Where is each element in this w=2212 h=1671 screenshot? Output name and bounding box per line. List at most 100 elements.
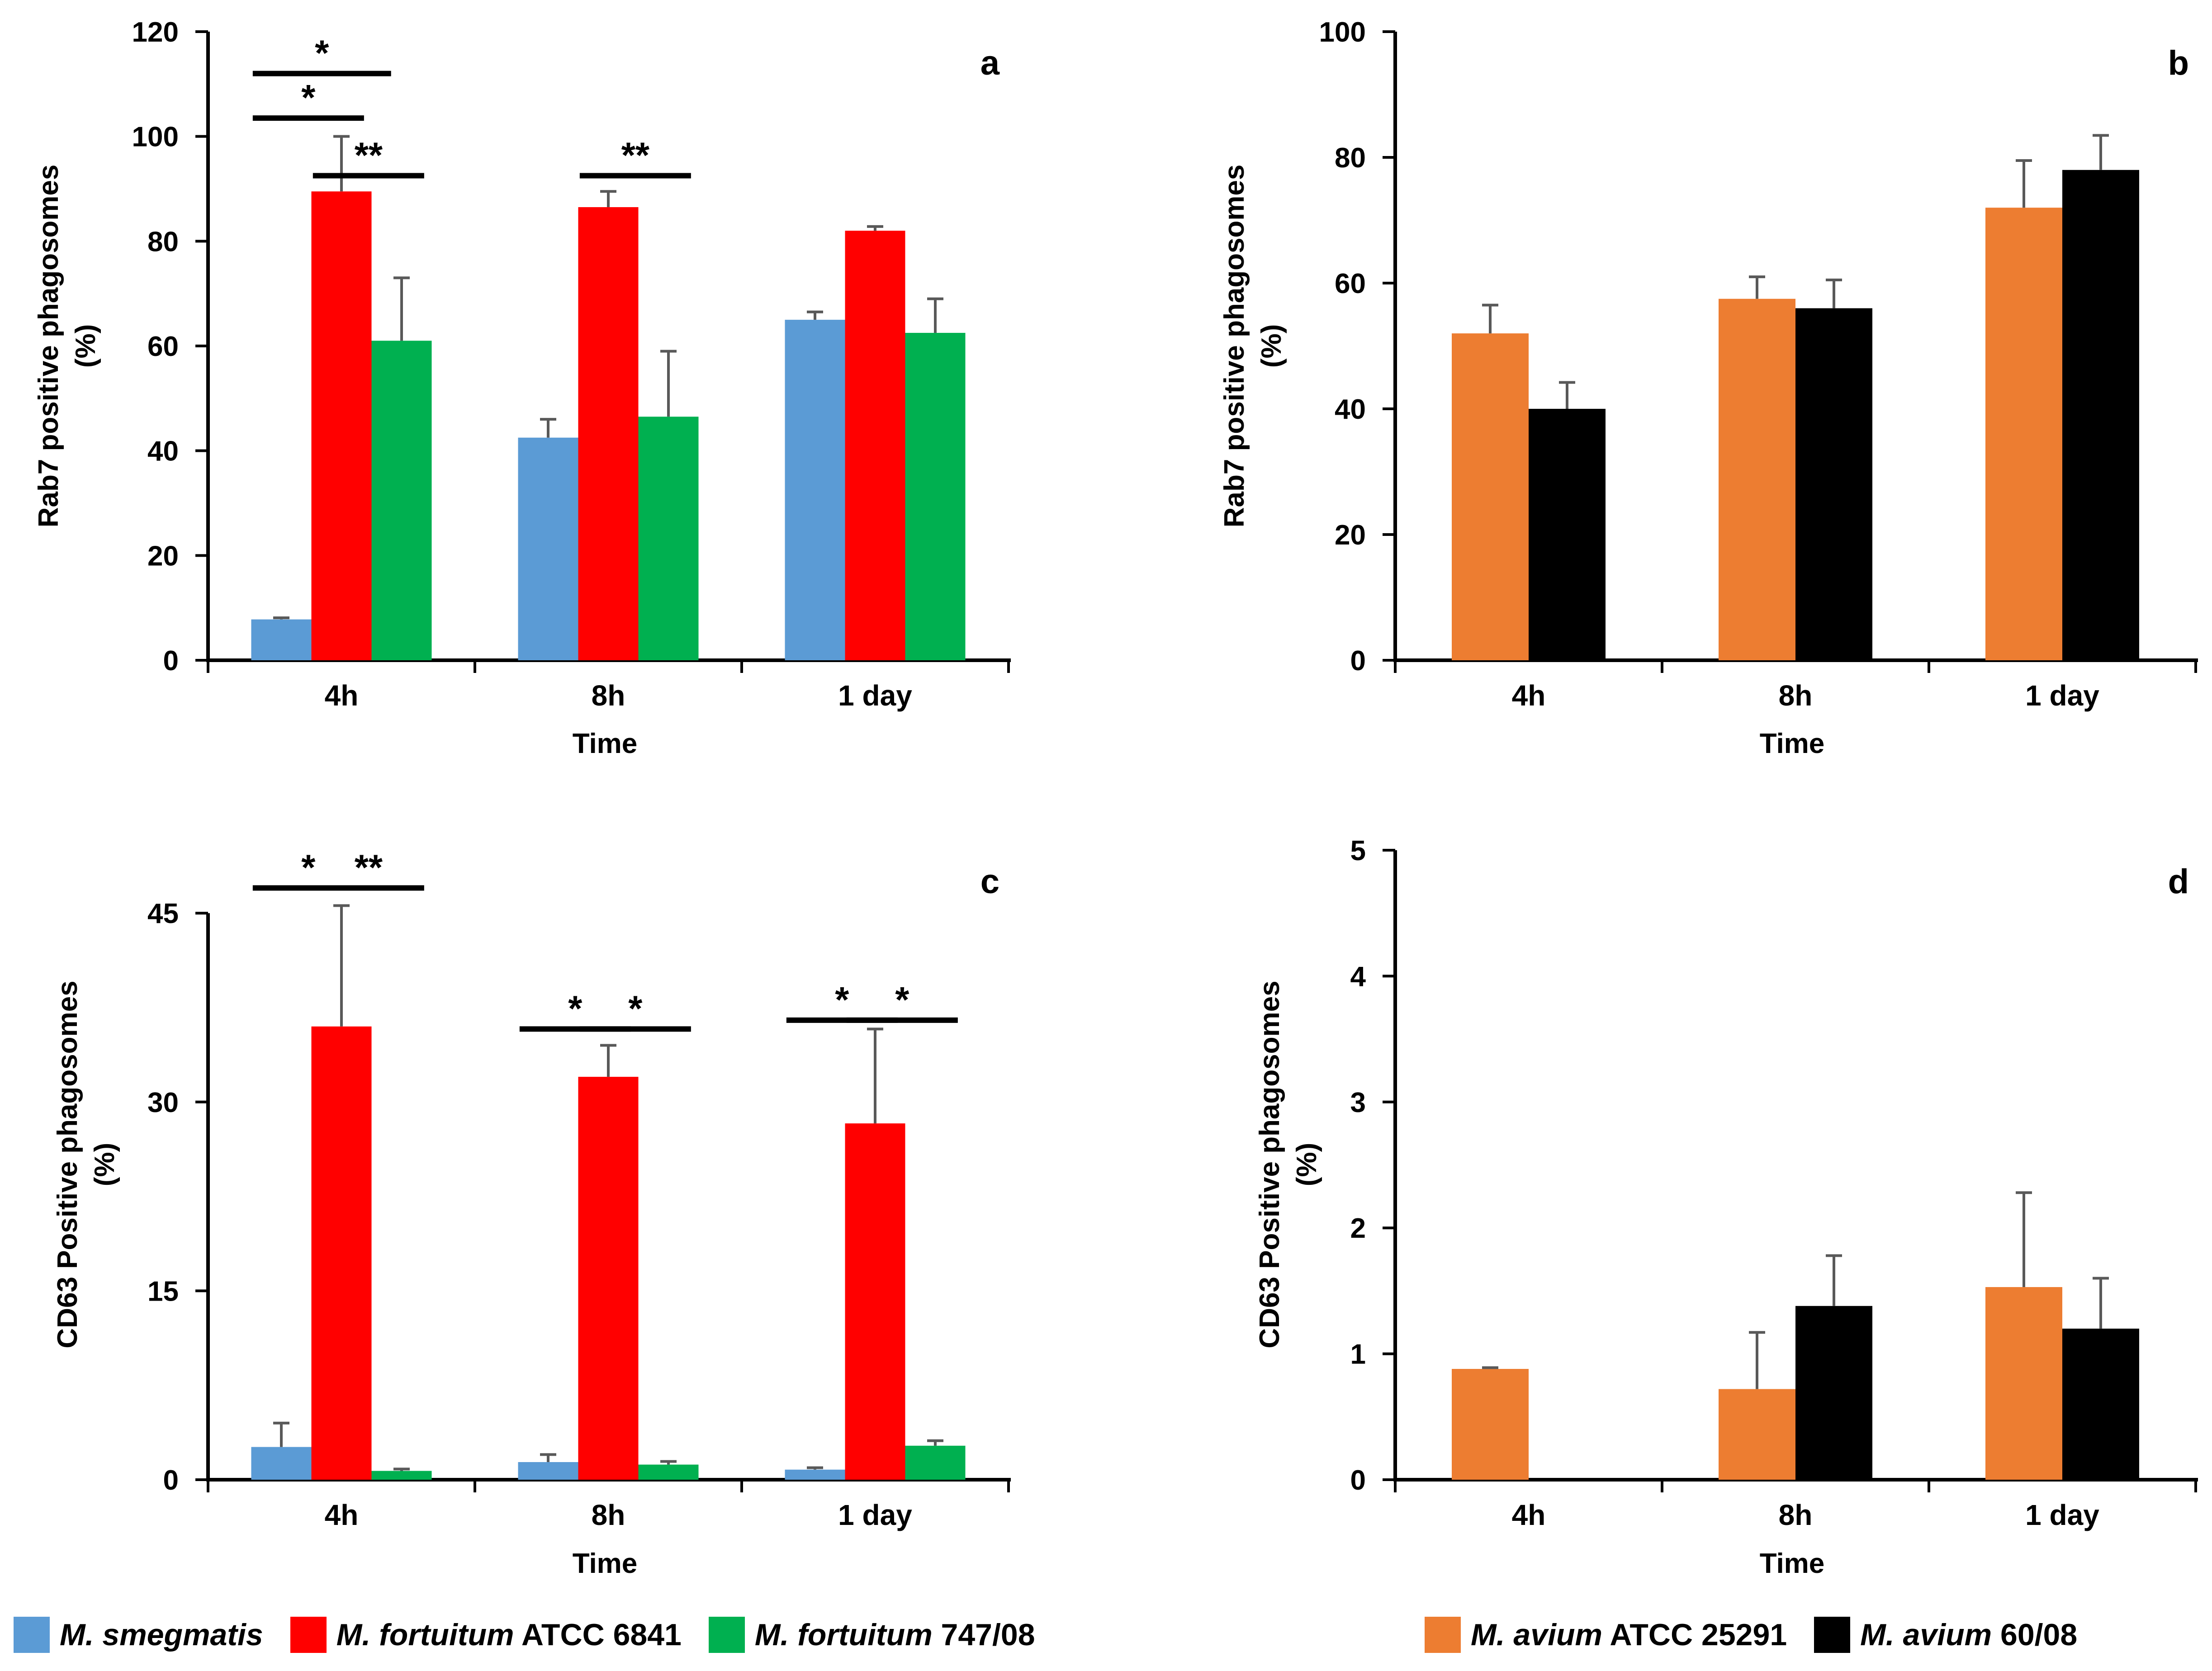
bar-m-fortuitum-atcc-6841-1-day bbox=[845, 1123, 905, 1480]
x-tick-label-1-day: 1 day bbox=[838, 1499, 912, 1531]
y-tick-label: 120 bbox=[132, 17, 179, 48]
bar-m-fortuitum-atcc-6841-4h bbox=[311, 191, 372, 661]
bar-m-smegmatis-8h bbox=[518, 1462, 578, 1480]
panel-label-c: c bbox=[980, 862, 999, 901]
y-tick-label: 20 bbox=[1335, 520, 1366, 551]
legend-swatch-m-smegmatis bbox=[14, 1617, 50, 1653]
bar-m-smegmatis-4h bbox=[251, 1447, 312, 1480]
significance-label: * bbox=[568, 988, 583, 1028]
x-tick-label-1-day: 1 day bbox=[838, 679, 912, 712]
y-axis-title-line2: (%) bbox=[89, 1143, 120, 1186]
y-axis-title-line1: Rab7 positive phagosomes bbox=[33, 165, 64, 528]
x-tick-label-4h: 4h bbox=[325, 679, 359, 712]
panel-d: 0 1 2 3 4 5 4h 8h 1 day d Time CD63 Positive phagos… bbox=[1254, 835, 2198, 1579]
legend-swatch-m-avium-atcc-25291 bbox=[1425, 1617, 1461, 1653]
x-tick-label-4h: 4h bbox=[1512, 1499, 1546, 1531]
bar-m-avium-60-08-8h bbox=[1795, 1306, 1872, 1480]
bar-m-fortuitum-747-08-8h bbox=[638, 417, 699, 660]
x-tick-label-8h: 8h bbox=[1779, 1499, 1813, 1531]
y-axis-title-line2: (%) bbox=[1291, 1143, 1322, 1186]
legend-right: M. avium ATCC 25291 M. avium 60/08 bbox=[1425, 1610, 2077, 1660]
y-tick-label: 60 bbox=[1335, 268, 1366, 299]
panel-label-b: b bbox=[2168, 44, 2189, 82]
y-tick-label: 0 bbox=[1350, 1465, 1366, 1496]
legend-label-rest: 60/08 bbox=[1992, 1618, 2078, 1652]
panel-b: 0 20 40 60 80 100 4h 8h 1 day b Time Rab7 positive … bbox=[1219, 17, 2198, 759]
y-tick-label: 60 bbox=[147, 331, 179, 362]
y-tick-label: 0 bbox=[163, 1465, 179, 1496]
x-tick-label-1-day: 1 day bbox=[2025, 679, 2099, 712]
bar-m-fortuitum-747-08-1-day bbox=[905, 1445, 966, 1480]
significance-label: * bbox=[628, 988, 643, 1028]
y-axis-title: Rab7 positive phagosomes (%) bbox=[1219, 165, 1287, 528]
legend-item-m-fortuitum-atcc-6841: M. fortuitum ATCC 6841 bbox=[290, 1617, 682, 1653]
y-axis-title-line1: Rab7 positive phagosomes bbox=[1219, 165, 1250, 528]
bar-m-smegmatis-8h bbox=[518, 437, 578, 660]
bar-m-avium-atcc-25291-4h bbox=[1452, 333, 1529, 660]
legend-label-italic: M. fortuitum bbox=[754, 1618, 933, 1652]
significance-label: * bbox=[301, 77, 316, 118]
x-axis-title: Time bbox=[1760, 728, 1825, 759]
bar-m-smegmatis-1-day bbox=[785, 1469, 845, 1480]
y-axis-title-line2: (%) bbox=[70, 324, 101, 368]
y-axis-title: CD63 Positive phagosomes (%) bbox=[52, 980, 120, 1348]
y-tick-label: 100 bbox=[132, 122, 179, 153]
x-axis-title: Time bbox=[1760, 1548, 1825, 1579]
significance-label: ** bbox=[355, 847, 383, 888]
bar-m-fortuitum-747-08-4h bbox=[371, 1471, 432, 1480]
legend-item-m-fortuitum-747-08: M. fortuitum 747/08 bbox=[708, 1617, 1035, 1653]
legend-item-m-avium-atcc-25291: M. avium ATCC 25291 bbox=[1425, 1617, 1787, 1653]
legend-swatch-m-fortuitum-747-08 bbox=[708, 1617, 745, 1653]
y-tick-label: 45 bbox=[147, 898, 179, 929]
y-tick-label: 2 bbox=[1350, 1213, 1366, 1244]
x-tick-label-4h: 4h bbox=[1512, 679, 1546, 712]
y-tick-label: 15 bbox=[147, 1276, 179, 1307]
y-axis-title-line1: CD63 Positive phagosomes bbox=[1254, 980, 1285, 1348]
y-axis-title: Rab7 positive phagosomes (%) bbox=[33, 165, 101, 528]
x-tick-label-8h: 8h bbox=[592, 679, 625, 712]
x-tick-label-1-day: 1 day bbox=[2025, 1499, 2099, 1531]
bar-m-fortuitum-atcc-6841-1-day bbox=[845, 231, 905, 661]
bar-m-avium-60-08-1-day bbox=[2062, 1328, 2139, 1480]
y-tick-label: 30 bbox=[147, 1087, 179, 1118]
panel-label-a: a bbox=[980, 44, 1000, 82]
significance-label: ** bbox=[355, 135, 383, 175]
y-tick-label: 4 bbox=[1350, 961, 1366, 992]
y-tick-label: 40 bbox=[147, 436, 179, 467]
x-tick-label-8h: 8h bbox=[592, 1499, 625, 1531]
legend-label-rest: ATCC 6841 bbox=[514, 1618, 682, 1652]
y-tick-label: 40 bbox=[1335, 394, 1366, 425]
legend-swatch-m-avium-60-08 bbox=[1814, 1617, 1851, 1653]
legend-label-italic: M. fortuitum bbox=[336, 1618, 514, 1652]
y-tick-label: 0 bbox=[1350, 645, 1366, 677]
significance-label: * bbox=[835, 980, 849, 1020]
panel-label-d: d bbox=[2168, 862, 2189, 901]
y-tick-label: 0 bbox=[163, 645, 179, 677]
bar-m-smegmatis-1-day bbox=[785, 320, 845, 660]
y-tick-label: 20 bbox=[147, 540, 179, 572]
bar-m-avium-atcc-25291-8h bbox=[1719, 1389, 1795, 1480]
legend-left: M. smegmatis M. fortuitum ATCC 6841 M. f… bbox=[14, 1610, 1035, 1660]
significance-label: * bbox=[301, 847, 316, 888]
bar-m-avium-atcc-25291-8h bbox=[1719, 298, 1795, 660]
legend-label-italic: M. avium bbox=[1471, 1618, 1602, 1652]
legend-swatch-m-fortuitum-atcc-6841 bbox=[290, 1617, 327, 1653]
y-axis-title-line1: CD63 Positive phagosomes bbox=[52, 980, 83, 1348]
y-tick-label: 100 bbox=[1319, 17, 1366, 48]
bar-m-avium-atcc-25291-1-day bbox=[1985, 208, 2062, 660]
y-tick-label: 1 bbox=[1350, 1339, 1366, 1370]
bar-m-fortuitum-747-08-8h bbox=[638, 1464, 699, 1480]
bar-m-fortuitum-747-08-4h bbox=[371, 341, 432, 660]
significance-label: * bbox=[315, 33, 329, 73]
y-tick-label: 3 bbox=[1350, 1087, 1366, 1118]
bar-m-avium-60-08-8h bbox=[1795, 308, 1872, 660]
legend-item-m-smegmatis: M. smegmatis bbox=[14, 1617, 263, 1653]
significance-label: * bbox=[895, 980, 909, 1020]
legend-label-rest: ATCC 25291 bbox=[1602, 1618, 1787, 1652]
significance-label: ** bbox=[621, 135, 650, 175]
y-axis-title: CD63 Positive phagosomes (%) bbox=[1254, 980, 1322, 1348]
bar-m-smegmatis-4h bbox=[251, 619, 312, 660]
